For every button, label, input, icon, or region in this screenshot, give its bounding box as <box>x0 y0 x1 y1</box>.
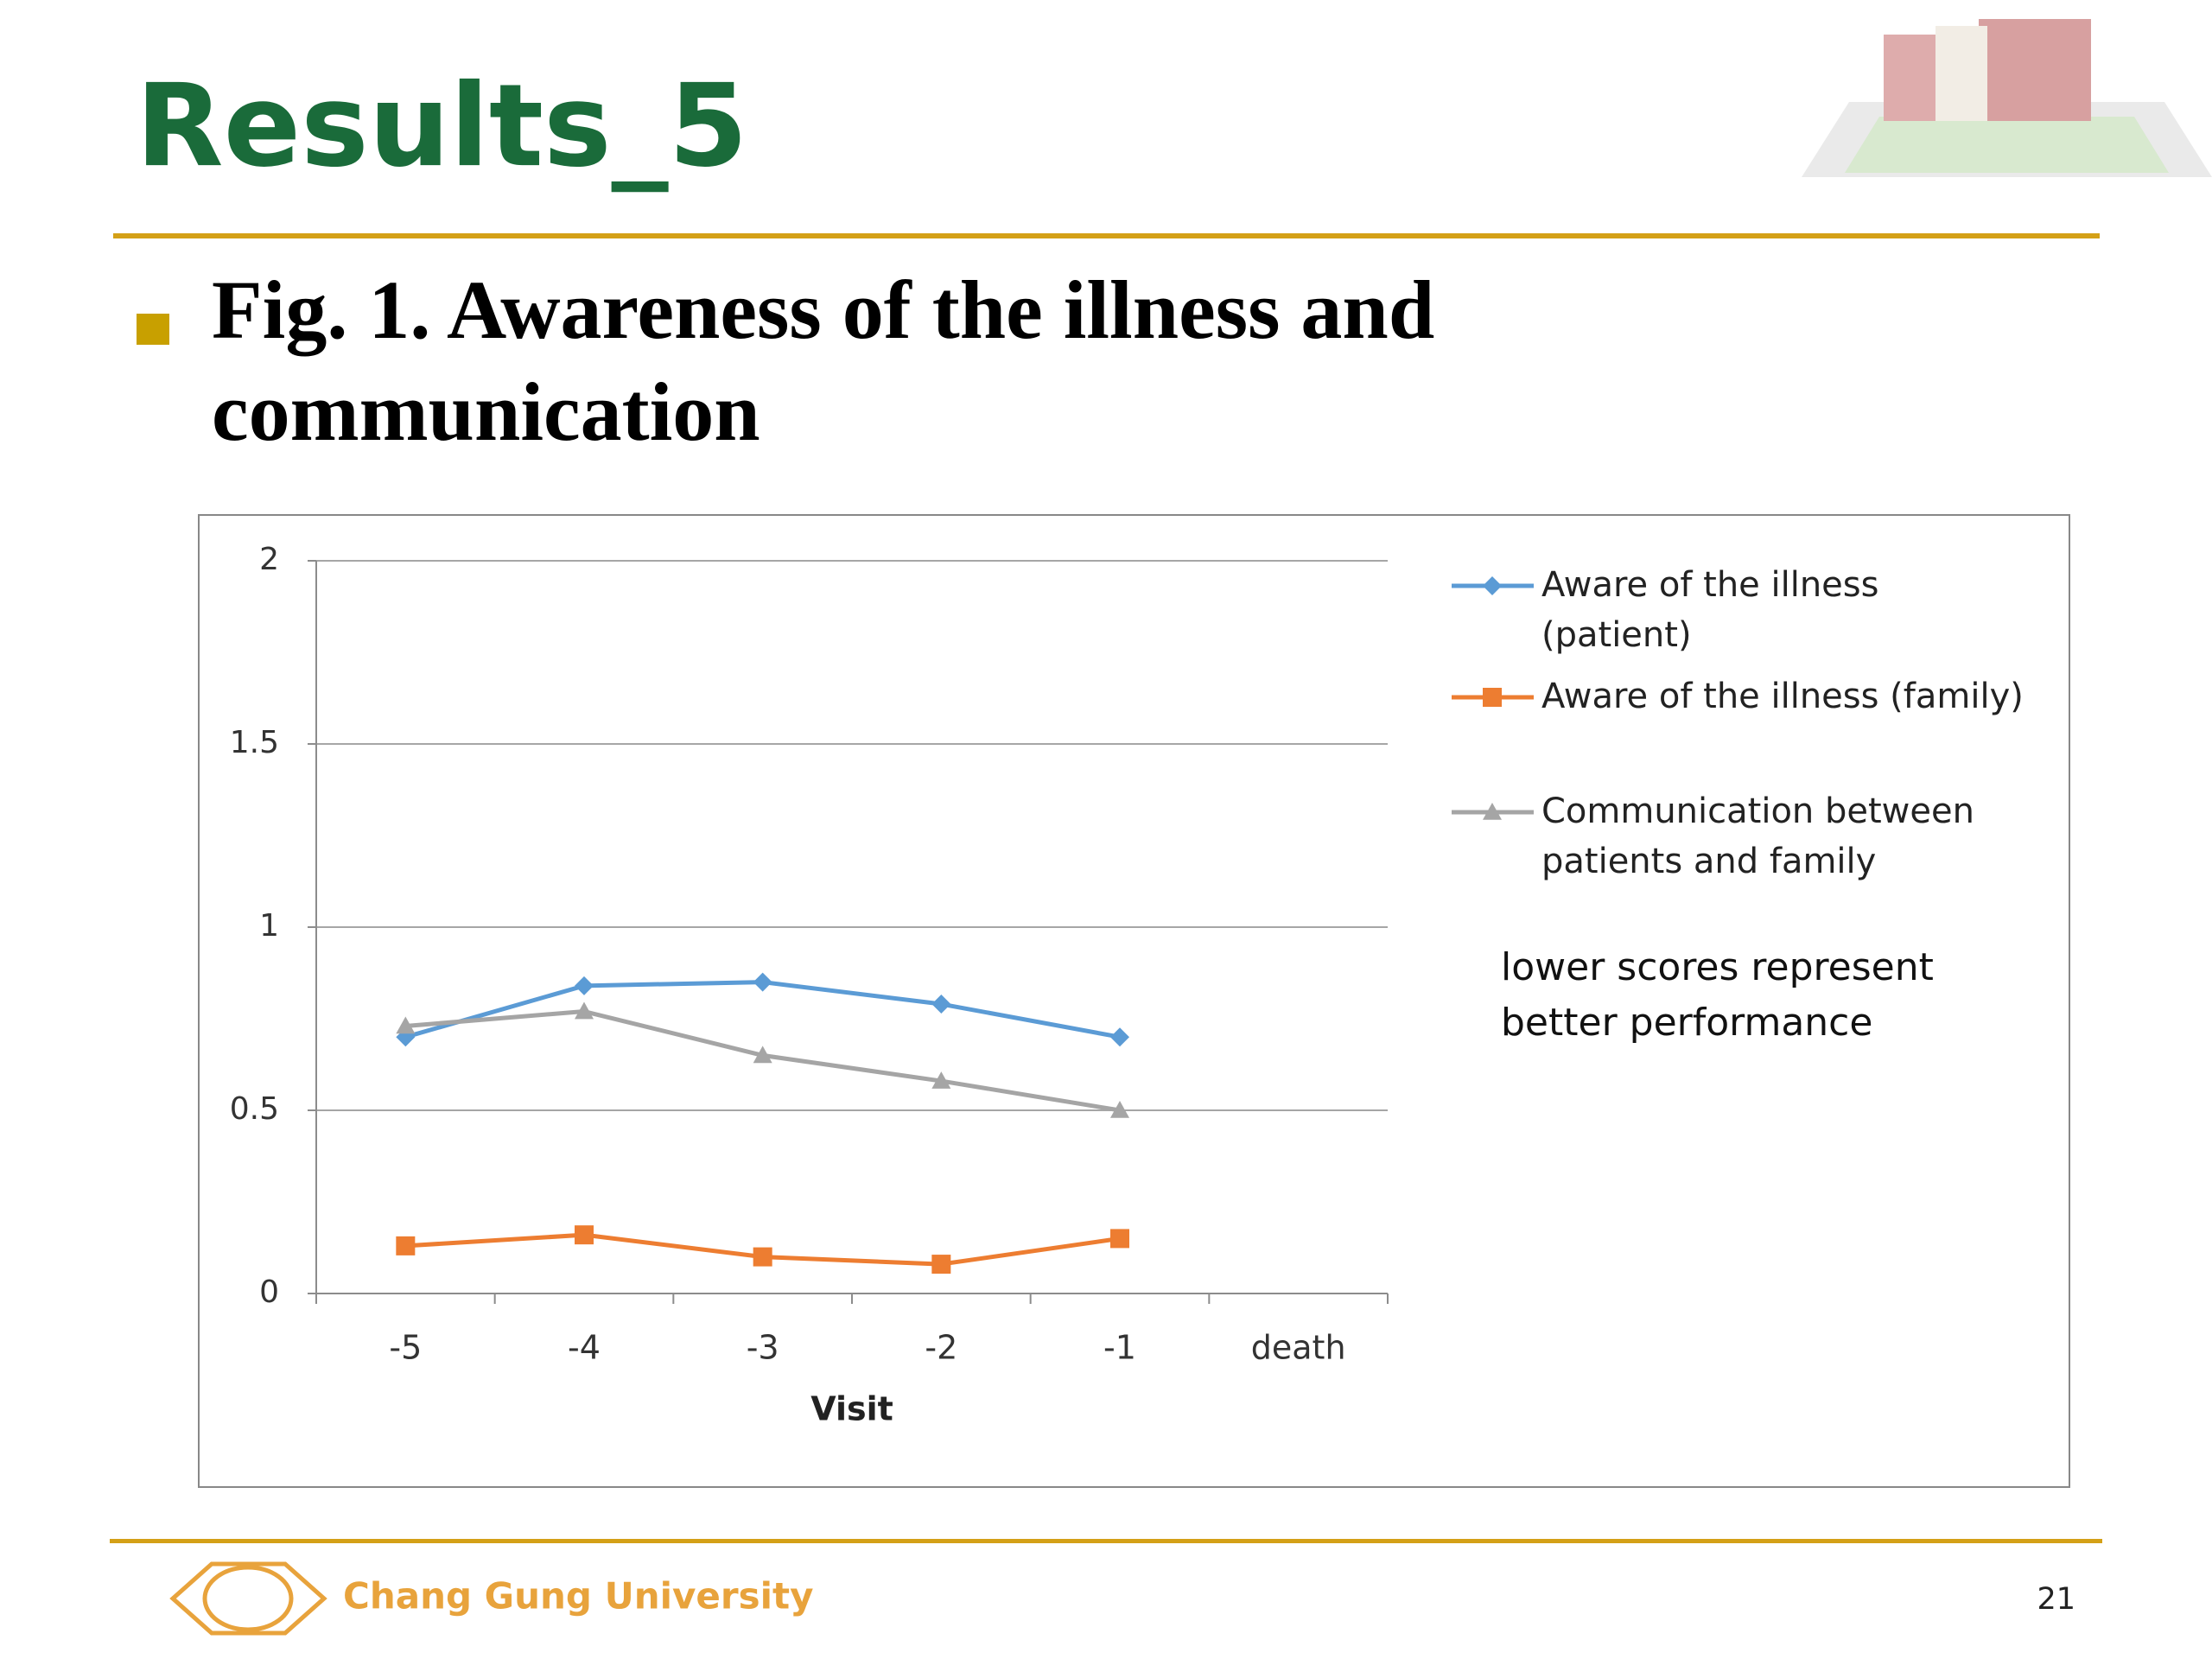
annotation: lower scores represent better performanc… <box>1501 945 1934 1045</box>
y-tick-label: 0.5 <box>230 1091 279 1127</box>
triangle-marker <box>1110 1101 1129 1118</box>
square-marker <box>1110 1229 1129 1249</box>
diamond-marker <box>753 972 772 992</box>
y-tick-label: 0 <box>259 1274 279 1310</box>
annotation-box: lower scores represent better performanc… <box>1501 945 1934 1045</box>
legend-label: Communication between patients and famil… <box>1541 791 1974 881</box>
legend-label: Aware of the illness (patient) <box>1541 565 1879 655</box>
diamond-marker <box>1483 576 1502 595</box>
square-marker <box>575 1225 594 1245</box>
university-logo <box>169 1561 327 1636</box>
x-tick-label: -1 <box>1103 1329 1136 1367</box>
bullet-text: Fig. 1. Awareness of the illness and com… <box>212 264 1435 458</box>
campus-picture <box>1802 19 2212 177</box>
square-marker <box>396 1236 416 1255</box>
header-rule <box>113 233 2100 238</box>
square-marker <box>753 1247 772 1267</box>
triangle-marker <box>575 1001 594 1020</box>
bullet-box: Fig. 1. Awareness of the illness and com… <box>212 264 1435 458</box>
diamond-marker <box>931 995 951 1014</box>
triangle-marker <box>753 1046 772 1064</box>
footer-rule <box>110 1539 2102 1543</box>
triangle-marker <box>1483 803 1502 820</box>
x-axis-label: Visit <box>810 1390 893 1428</box>
chart-frame <box>198 514 2070 1488</box>
y-tick-label: 2 <box>259 542 279 577</box>
legend-label: Aware of the illness (family) <box>1541 677 2024 716</box>
legend-entry: Aware of the illness (patient) <box>1541 565 1879 655</box>
x-tick-label: -4 <box>568 1329 601 1367</box>
chart: 0 0.5 1 1.5 2 -5 -4 -3 -2 -1 death Visit Aware of th… <box>230 542 2024 1428</box>
y-tick-label: 1.5 <box>230 725 279 760</box>
x-tick-label: death <box>1251 1329 1346 1367</box>
y-tick-label: 1 <box>259 908 279 944</box>
x-tick-label: -3 <box>747 1329 779 1367</box>
diamond-marker <box>1110 1027 1129 1047</box>
x-tick-label: -5 <box>389 1329 422 1367</box>
square-marker <box>931 1255 951 1274</box>
page-number: 21 <box>2037 1582 2075 1617</box>
x-tick-label: -2 <box>925 1329 957 1367</box>
bullet-square <box>137 314 169 345</box>
triangle-marker <box>931 1071 951 1089</box>
legend-entry: Aware of the illness (family) <box>1541 677 2024 716</box>
slide-title: Results_5 <box>136 60 747 193</box>
triangle-marker <box>396 1016 416 1034</box>
university-name: Chang Gung University <box>343 1575 813 1618</box>
square-marker <box>1483 688 1502 707</box>
legend-entry: Communication between patients and famil… <box>1541 791 1974 881</box>
diamond-marker <box>575 976 594 995</box>
